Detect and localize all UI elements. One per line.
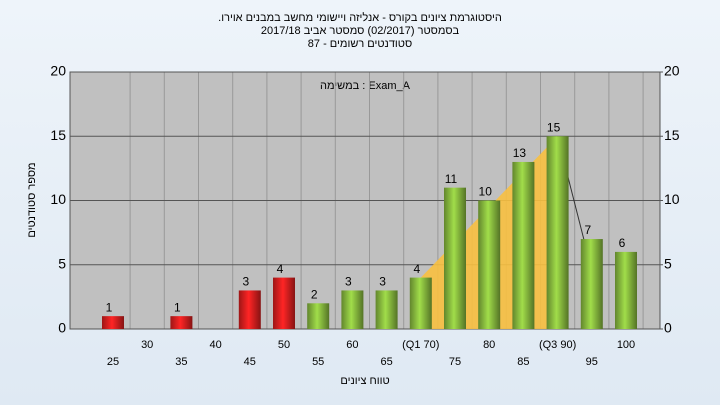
x-tick-label: 30 — [141, 339, 153, 351]
bar — [409, 277, 432, 329]
x-tick-label: 100 — [617, 339, 635, 351]
x-tick-label: 60 — [346, 339, 358, 351]
x-tick-label: 55 — [312, 356, 324, 368]
value-label: 4 — [277, 262, 284, 276]
annotation: במשימה : Exam_A — [320, 80, 411, 92]
x-tick-label: 45 — [244, 356, 256, 368]
x-tick-label: 80 — [483, 339, 495, 351]
bar — [512, 161, 535, 329]
bar — [341, 290, 364, 329]
value-label: 4 — [413, 262, 420, 276]
bar — [307, 303, 330, 329]
x-tick-label: (Q1 70) — [402, 339, 439, 351]
x-tick-label: 65 — [380, 356, 392, 368]
bar — [580, 239, 603, 329]
x-tick-label: 35 — [175, 356, 187, 368]
y2-tick-label: 5 — [664, 255, 672, 271]
value-label: 2 — [311, 287, 318, 301]
value-label: 11 — [445, 172, 458, 186]
value-label: 10 — [479, 185, 493, 199]
value-label: 7 — [584, 223, 591, 237]
y-tick-label: 5 — [58, 255, 66, 271]
x-tick-label: 40 — [209, 339, 221, 351]
bar — [273, 277, 295, 329]
value-label: 15 — [547, 120, 561, 134]
bar — [238, 290, 261, 329]
y2-tick-label: 15 — [664, 127, 680, 143]
bar — [546, 136, 569, 329]
y2-tick-label: 20 — [664, 63, 680, 79]
value-label: 3 — [345, 275, 352, 289]
y2-tick-label: 0 — [664, 320, 672, 336]
y-tick-label: 15 — [50, 127, 66, 143]
plot-border — [69, 71, 661, 330]
y2-tick-label: 10 — [664, 191, 680, 207]
chart-subtitle: בסמסטר (02/2017) סמסטר אביב 2017/18 — [261, 25, 460, 37]
bar — [444, 187, 466, 329]
value-label: 13 — [513, 146, 527, 160]
y-axis-label: מספר סטודנטים — [26, 162, 38, 237]
chart-title: .היסטוגרמת ציונים בקורס - אנליזה ויישומי… — [218, 11, 502, 24]
value-label: 1 — [106, 300, 113, 314]
value-label: 6 — [619, 236, 626, 250]
bar — [478, 200, 501, 329]
x-tick-label: 50 — [278, 339, 290, 351]
x-tick-label: 75 — [449, 356, 461, 368]
bar — [615, 251, 637, 329]
bar — [170, 316, 193, 329]
chart-subtitle: סטודנטים רשומים - 87 — [308, 38, 412, 50]
x-tick-label: 95 — [586, 356, 598, 368]
y-tick-label: 20 — [50, 63, 66, 79]
x-tick-label: 85 — [517, 356, 529, 368]
y-tick-label: 0 — [58, 320, 66, 336]
value-label: 1 — [174, 300, 181, 314]
x-axis-label: טווח ציונים — [340, 375, 389, 387]
value-label: 3 — [379, 275, 386, 289]
bar — [102, 316, 124, 329]
value-label: 3 — [242, 275, 249, 289]
x-tick-label: 25 — [107, 356, 119, 368]
bar — [375, 290, 398, 329]
x-tick-label: (Q3 90) — [539, 339, 576, 351]
y-tick-label: 10 — [50, 191, 66, 207]
